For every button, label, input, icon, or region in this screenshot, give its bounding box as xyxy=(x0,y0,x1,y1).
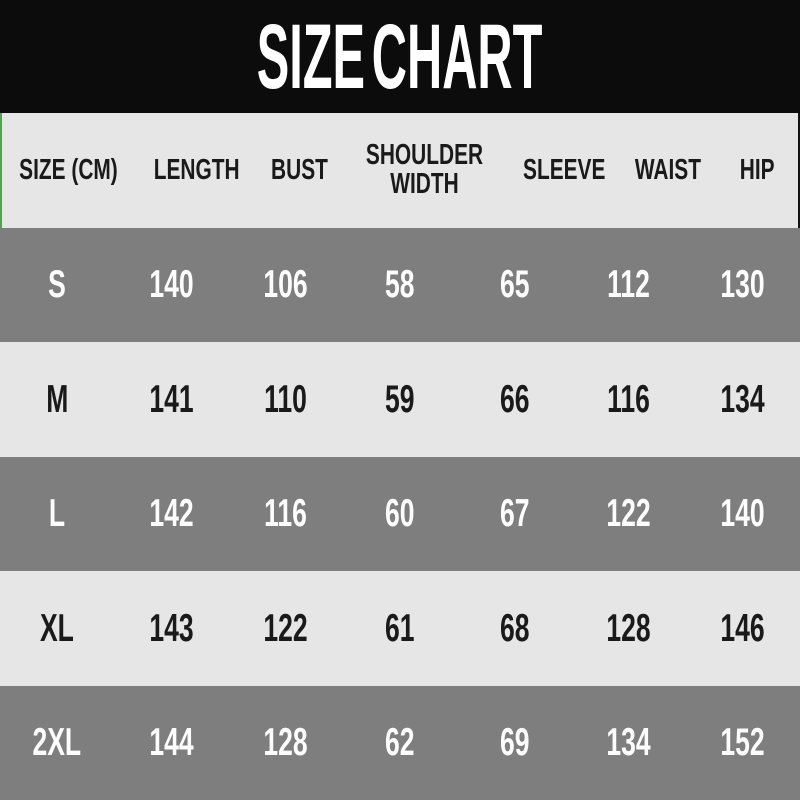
value-cell: 61 xyxy=(343,609,457,648)
size-label: L xyxy=(49,492,66,536)
value-cell: 140 xyxy=(114,265,228,304)
value-cell: 152 xyxy=(686,723,800,762)
header-label: SHOULDER WIDTH xyxy=(366,139,484,201)
title-band: SIZE CHART xyxy=(0,0,800,113)
size-cell: XL xyxy=(0,609,114,648)
value: 130 xyxy=(720,263,765,307)
value-cell: 69 xyxy=(457,723,571,762)
size-cell: 2XL xyxy=(0,723,114,762)
value: 62 xyxy=(385,721,415,765)
header-cell-hip: HIP xyxy=(714,153,800,186)
value-cell: 143 xyxy=(114,609,228,648)
value: 116 xyxy=(607,377,650,421)
value: 152 xyxy=(720,721,765,765)
header-label: LENGTH xyxy=(153,153,240,186)
value-cell: 112 xyxy=(571,265,685,304)
value: 59 xyxy=(385,377,415,421)
value: 68 xyxy=(499,606,530,650)
value-cell: 140 xyxy=(686,494,800,533)
value: 134 xyxy=(720,377,765,421)
value: 141 xyxy=(149,377,194,421)
size-cell: M xyxy=(0,380,114,419)
size-label: XL xyxy=(40,606,75,650)
value: 146 xyxy=(720,606,765,650)
header-label: BUST xyxy=(270,153,328,186)
value: 144 xyxy=(149,721,194,765)
value-cell: 110 xyxy=(229,380,343,419)
size-label: M xyxy=(46,377,69,421)
value: 67 xyxy=(499,492,530,536)
value: 110 xyxy=(264,377,308,421)
value-cell: 116 xyxy=(571,380,685,419)
value: 140 xyxy=(149,263,194,307)
table-row-l: L 142 116 60 67 122 140 xyxy=(0,456,800,571)
header-cell-length: LENGTH xyxy=(137,153,256,186)
value-cell: 134 xyxy=(686,380,800,419)
value: 128 xyxy=(263,721,308,765)
value-cell: 68 xyxy=(457,609,571,648)
value-cell: 134 xyxy=(571,723,685,762)
table-row-2xl: 2XL 144 128 62 69 134 152 xyxy=(0,685,800,800)
value-cell: 144 xyxy=(114,723,228,762)
value: 142 xyxy=(149,492,194,536)
size-cell: S xyxy=(0,265,114,304)
header-cell-size: SIZE (CM) xyxy=(0,153,137,186)
value-cell: 130 xyxy=(686,265,800,304)
table-row-xl: XL 143 122 61 68 128 146 xyxy=(0,571,800,686)
header-label: HIP xyxy=(739,153,775,186)
value: 61 xyxy=(385,606,415,650)
value: 116 xyxy=(264,492,308,536)
value: 112 xyxy=(607,263,650,307)
value: 128 xyxy=(606,606,651,650)
size-label: 2XL xyxy=(32,721,82,765)
header-label: SLEEVE xyxy=(523,153,606,186)
header-cell-waist: WAIST xyxy=(622,153,714,186)
value: 122 xyxy=(263,606,308,650)
value-cell: 146 xyxy=(686,609,800,648)
header-label: WAIST xyxy=(634,153,701,186)
header-cell-shoulder-width: SHOULDER WIDTH xyxy=(342,141,507,199)
size-label: S xyxy=(48,263,66,307)
value: 69 xyxy=(499,721,530,765)
value-cell: 122 xyxy=(571,494,685,533)
value: 143 xyxy=(149,606,194,650)
size-cell: L xyxy=(0,494,114,533)
value: 140 xyxy=(720,492,765,536)
table-header-row: SIZE (CM) LENGTH BUST SHOULDER WIDTH SLE… xyxy=(0,113,800,228)
value: 65 xyxy=(499,263,530,307)
page-title: SIZE CHART xyxy=(257,5,543,108)
header-cell-bust: BUST xyxy=(256,153,342,186)
value: 60 xyxy=(385,492,415,536)
value-cell: 67 xyxy=(457,494,571,533)
value: 134 xyxy=(606,721,651,765)
value-cell: 142 xyxy=(114,494,228,533)
value-cell: 116 xyxy=(229,494,343,533)
value-cell: 122 xyxy=(229,609,343,648)
value-cell: 65 xyxy=(457,265,571,304)
value: 122 xyxy=(606,492,651,536)
value-cell: 59 xyxy=(343,380,457,419)
value-cell: 128 xyxy=(229,723,343,762)
value: 106 xyxy=(263,263,308,307)
table-row-m: M 141 110 59 66 116 134 xyxy=(0,342,800,457)
value-cell: 62 xyxy=(343,723,457,762)
header-cell-sleeve: SLEEVE xyxy=(507,153,621,186)
table-row-s: S 140 106 58 65 112 130 xyxy=(0,227,800,342)
value-cell: 106 xyxy=(229,265,343,304)
value: 58 xyxy=(385,263,415,307)
value-cell: 60 xyxy=(343,494,457,533)
value-cell: 58 xyxy=(343,265,457,304)
value-cell: 128 xyxy=(571,609,685,648)
value-cell: 141 xyxy=(114,380,228,419)
header-label: SIZE (CM) xyxy=(19,153,118,186)
value: 66 xyxy=(499,377,530,421)
value-cell: 66 xyxy=(457,380,571,419)
size-table: SIZE (CM) LENGTH BUST SHOULDER WIDTH SLE… xyxy=(0,113,800,800)
